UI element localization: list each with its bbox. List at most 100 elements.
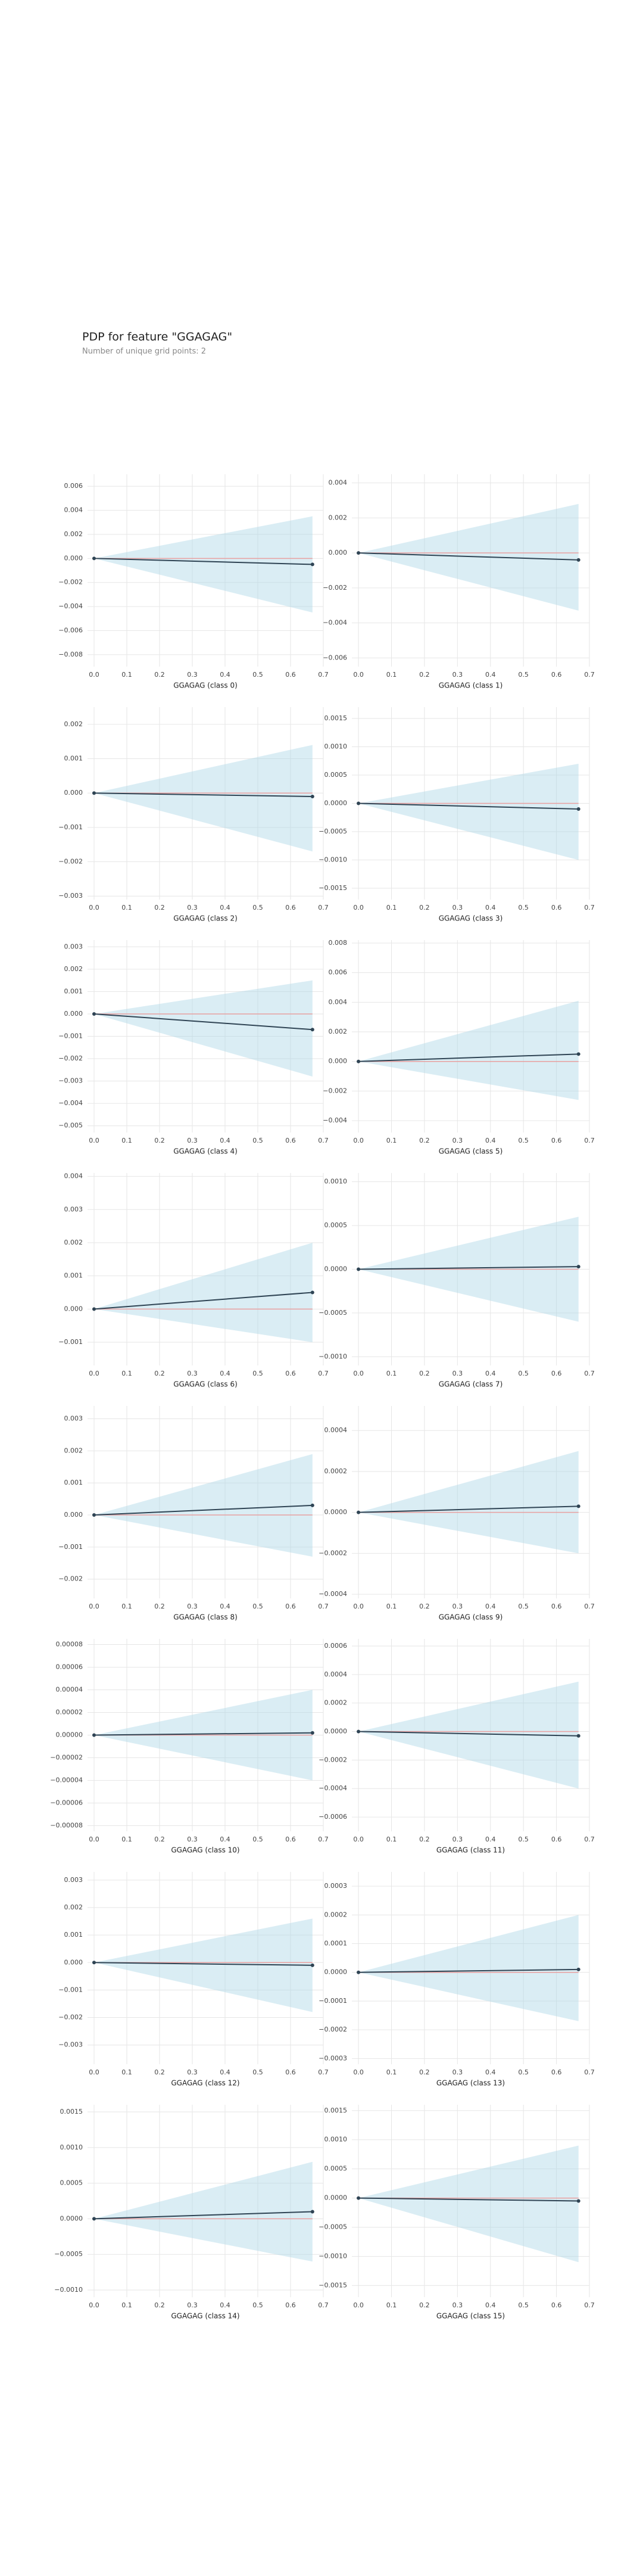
pdp-line (93, 558, 313, 565)
y-tick-label: −0.0002 (319, 1549, 347, 1557)
y-tick-label: −0.003 (58, 2041, 83, 2049)
y-tick-label: −0.0010 (319, 2252, 347, 2260)
x-tick-label: 0.7 (584, 904, 595, 911)
y-tick-label: 0.004 (64, 506, 83, 514)
y-tick-label: 0.002 (64, 530, 83, 538)
x-tick-label: 0.7 (584, 2301, 595, 2309)
x-tick-label: 0.6 (285, 2301, 296, 2309)
pdp-line (93, 2211, 313, 2220)
y-tick-label: 0.002 (64, 1446, 83, 1454)
y-tick-label: −0.0003 (319, 2054, 347, 2062)
x-axis-label: GGAGAG (class 11) (436, 1846, 505, 1855)
x-tick-label: 0.0 (353, 1370, 364, 1377)
x-tick-label: 0.4 (220, 2301, 230, 2309)
y-tick-label: 0.003 (64, 1415, 83, 1423)
x-tick-label: 0.2 (419, 671, 430, 679)
x-axis-label: GGAGAG (class 5) (439, 1147, 503, 1156)
confidence-band (358, 1681, 579, 1789)
y-tick-label: −0.002 (58, 1054, 83, 1062)
pdp-point (576, 1967, 580, 1971)
x-tick-label: 0.2 (419, 1603, 430, 1610)
pdp-line (358, 1505, 579, 1513)
y-tick-label: 0.000 (329, 549, 348, 556)
y-tick-label: −0.0004 (319, 1784, 347, 1792)
y-tick-label: −0.0010 (319, 1352, 347, 1360)
x-tick-label: 0.2 (154, 2301, 165, 2309)
x-tick-label: 0.0 (89, 904, 99, 911)
y-tick-label: −0.0010 (54, 2286, 83, 2294)
x-tick-label: 0.2 (154, 2068, 165, 2076)
confidence-band (94, 516, 313, 613)
y-tick-label: 0.002 (64, 1239, 83, 1246)
x-tick-label: 0.3 (452, 1137, 463, 1144)
x-tick-label: 0.4 (485, 671, 496, 679)
y-tick-label: 0.0006 (324, 1642, 348, 1650)
pdp-point (92, 791, 96, 795)
x-tick-label: 0.0 (89, 671, 99, 679)
x-tick-label: 0.2 (154, 671, 165, 679)
x-tick-label: 0.4 (220, 1137, 230, 1144)
x-tick-label: 0.5 (252, 904, 263, 911)
x-tick-label: 0.5 (518, 1835, 529, 1843)
pdp-point (310, 1731, 314, 1735)
y-tick-label: −0.0004 (319, 1590, 347, 1598)
confidence-band (94, 745, 313, 852)
x-tick-label: 0.2 (154, 1603, 165, 1610)
confidence-band (94, 980, 313, 1077)
y-tick-label: −0.006 (323, 654, 347, 661)
y-tick-label: −0.0005 (319, 2223, 347, 2231)
y-tick-label: −0.002 (323, 584, 347, 592)
x-tick-label: 0.5 (252, 671, 263, 679)
x-tick-label: 0.0 (89, 1603, 99, 1610)
confidence-band (358, 503, 579, 611)
x-tick-label: 0.5 (518, 1137, 529, 1144)
y-tick-label: −0.001 (58, 1032, 83, 1040)
x-tick-label: 0.1 (386, 1137, 397, 1144)
y-tick-label: 0.000 (64, 554, 83, 562)
pdp-point (310, 794, 314, 798)
y-tick-label: −0.0015 (319, 884, 347, 892)
y-tick-label: 0.0010 (324, 2136, 348, 2143)
x-tick-label: 0.6 (285, 2068, 296, 2076)
x-tick-label: 0.6 (551, 2301, 562, 2309)
pdp-point (357, 1970, 361, 1974)
confidence-band (94, 1454, 313, 1557)
x-axis-label: GGAGAG (class 2) (173, 914, 238, 923)
x-tick-label: 0.3 (452, 671, 463, 679)
pdp-point (92, 1733, 96, 1737)
x-tick-label: 0.6 (551, 671, 562, 679)
confidence-band (94, 2161, 313, 2262)
y-tick-label: 0.00006 (56, 1663, 83, 1671)
pdp-point (576, 1734, 580, 1738)
x-tick-label: 0.5 (252, 2301, 263, 2309)
x-tick-label: 0.3 (452, 1603, 463, 1610)
x-tick-label: 0.1 (121, 1137, 132, 1144)
x-tick-label: 0.7 (318, 1835, 329, 1843)
confidence-band (94, 1918, 313, 2012)
x-tick-label: 0.7 (318, 671, 329, 679)
x-tick-label: 0.3 (187, 1835, 198, 1843)
y-tick-label: 0.0010 (60, 2143, 83, 2151)
pdp-line (358, 802, 579, 810)
x-tick-label: 0.5 (252, 1603, 263, 1610)
y-tick-label: 0.002 (64, 720, 83, 728)
pdp-point (92, 1513, 96, 1517)
pdp-point (576, 1052, 580, 1056)
x-tick-label: 0.0 (353, 671, 364, 679)
pdp-line (93, 1732, 313, 1736)
pdp-point (576, 558, 580, 562)
x-tick-label: 0.2 (419, 1137, 430, 1144)
x-tick-label: 0.6 (285, 904, 296, 911)
y-tick-label: 0.002 (64, 965, 83, 973)
y-tick-label: −0.0002 (319, 1756, 347, 1763)
x-tick-label: 0.3 (187, 2068, 198, 2076)
x-tick-label: 0.5 (252, 2068, 263, 2076)
y-tick-label: 0.00002 (56, 1709, 83, 1716)
y-tick-label: 0.002 (329, 1028, 348, 1035)
confidence-band (358, 1000, 579, 1100)
y-tick-label: −0.0005 (54, 2250, 83, 2258)
pdp-point (92, 1307, 96, 1311)
x-tick-label: 0.7 (318, 1370, 329, 1377)
x-tick-label: 0.4 (485, 1370, 496, 1377)
x-tick-label: 0.6 (285, 1603, 296, 1610)
